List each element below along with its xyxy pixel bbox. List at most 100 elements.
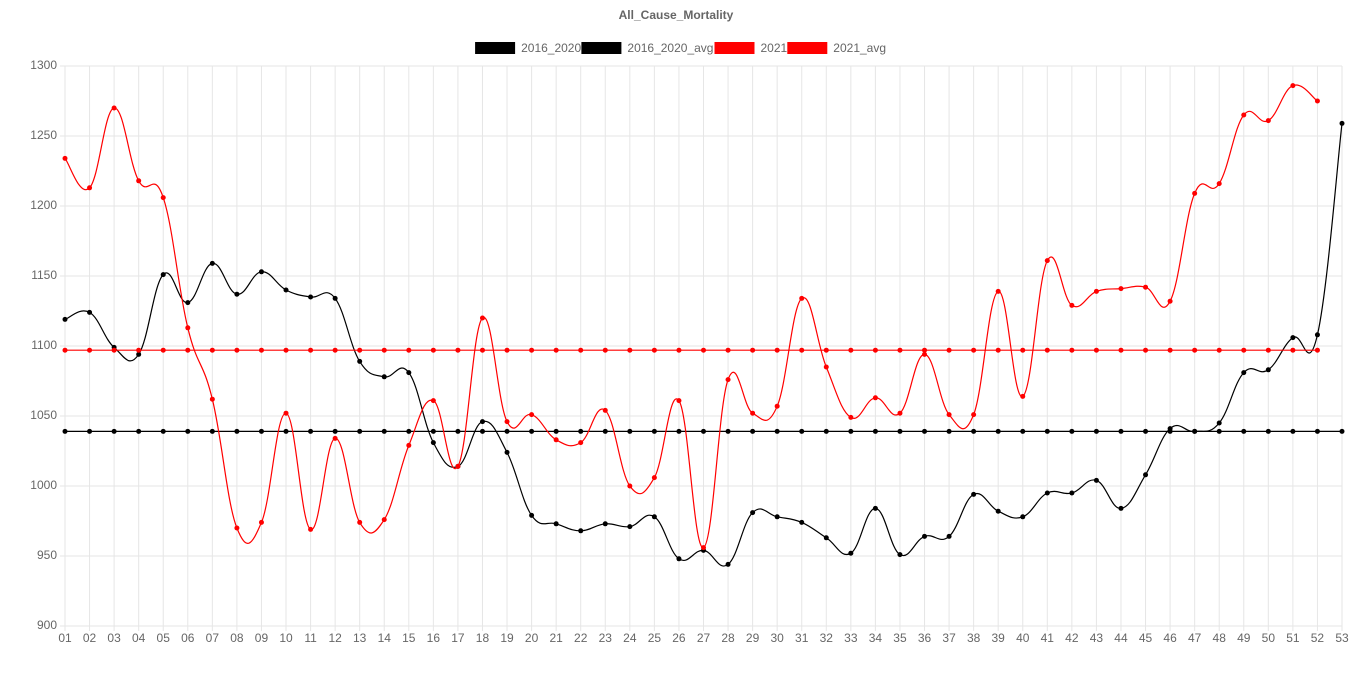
data-point: [627, 428, 633, 434]
data-point: [332, 435, 338, 441]
data-point: [1044, 490, 1050, 496]
x-tick-label: 47: [1188, 631, 1202, 645]
data-point: [1241, 428, 1247, 434]
data-point: [922, 347, 928, 353]
data-point: [750, 510, 756, 516]
x-tick-label: 44: [1114, 631, 1128, 645]
data-point: [995, 428, 1001, 434]
data-point: [676, 347, 682, 353]
data-point: [357, 428, 363, 434]
data-point: [1069, 302, 1075, 308]
data-point: [1192, 347, 1198, 353]
series-line: [64, 84, 1318, 549]
x-tick-label: 20: [525, 631, 539, 645]
data-point: [872, 395, 878, 401]
data-point: [1216, 420, 1222, 426]
x-tick-label: 42: [1065, 631, 1079, 645]
data-point: [922, 533, 928, 539]
legend-label: 2021: [761, 41, 788, 55]
data-point: [1143, 347, 1149, 353]
data-point: [553, 428, 559, 434]
x-tick-label: 32: [820, 631, 834, 645]
data-point: [1020, 393, 1026, 399]
data-point: [799, 347, 805, 353]
data-point: [62, 347, 68, 353]
data-point: [627, 524, 633, 530]
data-point: [848, 550, 854, 556]
data-point: [136, 351, 142, 357]
data-point: [87, 185, 93, 191]
data-point: [381, 347, 387, 353]
data-point: [922, 428, 928, 434]
data-point: [283, 428, 289, 434]
data-point: [455, 347, 461, 353]
legend-label: 2016_2020_avg: [627, 41, 713, 55]
data-point: [62, 316, 68, 322]
legend-swatch: [714, 42, 755, 54]
x-tick-label: 18: [476, 631, 490, 645]
data-point: [1290, 347, 1296, 353]
data-point: [1093, 477, 1099, 483]
data-point: [897, 428, 903, 434]
data-point: [823, 364, 829, 370]
x-tick-label: 16: [427, 631, 441, 645]
x-tick-label: 17: [451, 631, 465, 645]
data-point: [430, 428, 436, 434]
data-point: [971, 491, 977, 497]
data-point: [725, 561, 731, 567]
x-tick-label: 29: [746, 631, 760, 645]
x-tick-label: 30: [770, 631, 784, 645]
data-point: [1265, 347, 1271, 353]
data-point: [971, 412, 977, 418]
data-point: [529, 428, 535, 434]
x-tick-label: 19: [500, 631, 514, 645]
data-point: [258, 428, 264, 434]
data-point: [529, 512, 535, 518]
data-point: [1314, 347, 1320, 353]
x-tick-label: 46: [1163, 631, 1177, 645]
x-tick-label: 43: [1090, 631, 1104, 645]
x-tick-label: 07: [206, 631, 220, 645]
data-point: [479, 315, 485, 321]
data-point: [1265, 428, 1271, 434]
data-point: [848, 428, 854, 434]
x-tick-label: 49: [1237, 631, 1251, 645]
y-tick-label: 1200: [30, 198, 57, 212]
data-point: [823, 428, 829, 434]
data-point: [725, 428, 731, 434]
data-point: [62, 428, 68, 434]
x-tick-label: 50: [1262, 631, 1276, 645]
data-point: [185, 300, 191, 306]
data-point: [455, 428, 461, 434]
data-point: [872, 347, 878, 353]
data-point: [504, 428, 510, 434]
data-point: [209, 396, 215, 402]
x-tick-label: 01: [58, 631, 72, 645]
data-point: [160, 428, 166, 434]
data-point: [185, 347, 191, 353]
x-tick-label: 23: [599, 631, 613, 645]
data-point: [1339, 428, 1345, 434]
y-tick-label: 950: [37, 548, 57, 562]
x-tick-label: 22: [574, 631, 588, 645]
data-point: [455, 463, 461, 469]
data-point: [1118, 347, 1124, 353]
data-point: [553, 521, 559, 527]
data-point: [479, 347, 485, 353]
x-tick-label: 02: [83, 631, 97, 645]
data-point: [1265, 118, 1271, 124]
data-point: [529, 412, 535, 418]
data-point: [1314, 98, 1320, 104]
data-point: [1143, 284, 1149, 290]
data-point: [799, 295, 805, 301]
chart-title: All_Cause_Mortality: [619, 8, 734, 22]
x-tick-label: 09: [255, 631, 269, 645]
x-tick-label: 39: [992, 631, 1006, 645]
x-tick-label: 11: [304, 631, 317, 645]
data-point: [1241, 370, 1247, 376]
legend-swatch: [787, 42, 828, 54]
x-tick-label: 34: [869, 631, 883, 645]
data-point: [1265, 367, 1271, 373]
data-point: [627, 483, 633, 489]
